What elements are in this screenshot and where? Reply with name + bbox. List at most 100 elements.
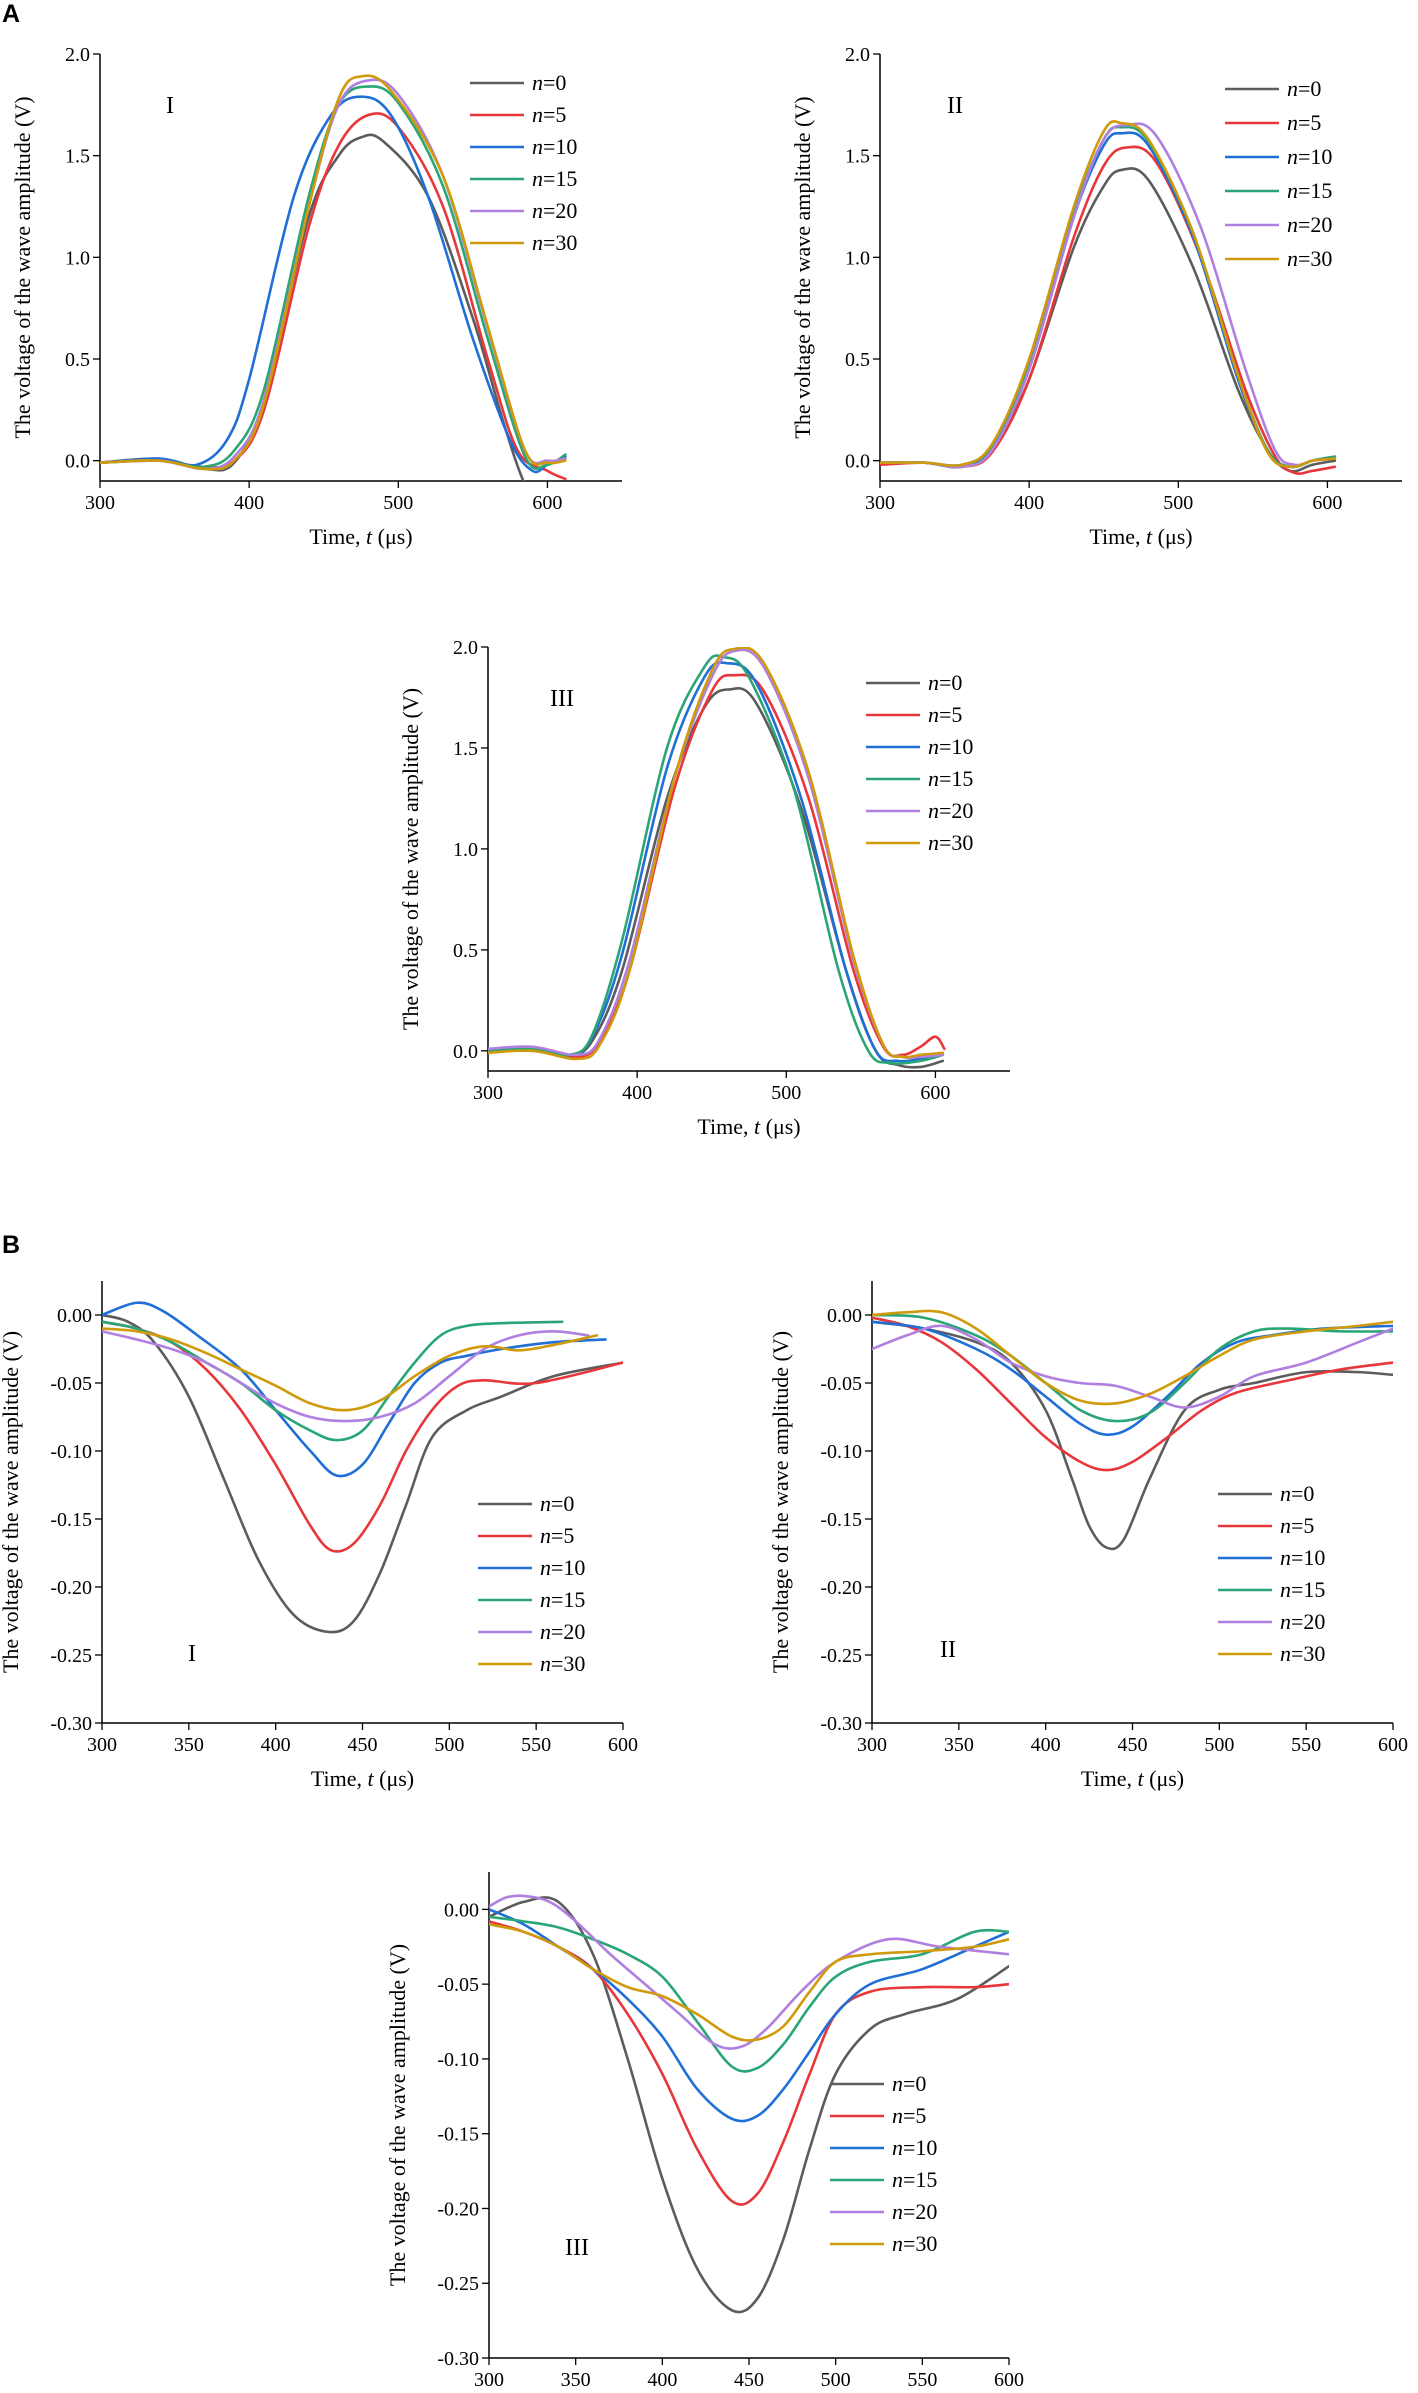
y-axis-title: The voltage of the wave amplitude (V) <box>398 688 423 1030</box>
legend-label: n=5 <box>1280 1513 1314 1538</box>
y-axis-title: The voltage of the wave amplitude (V) <box>10 96 35 438</box>
series-line-n0 <box>488 687 945 1069</box>
legend-label: n=5 <box>892 2103 926 2128</box>
legend-label: n=30 <box>928 830 973 855</box>
series-line-n20 <box>489 1894 1009 2050</box>
x-tick-label: 350 <box>944 1734 974 1756</box>
y-tick-label: -0.20 <box>50 1577 92 1599</box>
y-tick-label: -0.25 <box>437 2273 479 2295</box>
legend-label: n=5 <box>1287 110 1321 135</box>
x-tick-label: 400 <box>234 492 264 514</box>
legend-label: n=30 <box>540 1651 585 1676</box>
series-line-n20 <box>102 1330 590 1423</box>
x-tick-label: 500 <box>434 1734 464 1756</box>
legend-label: n=0 <box>928 670 962 695</box>
legend-label: n=15 <box>540 1587 585 1612</box>
series-line-n10 <box>489 1908 1009 2123</box>
series-line-n10 <box>488 661 945 1063</box>
y-tick-label: -0.30 <box>437 2348 479 2370</box>
series-line-n15 <box>489 1915 1009 2073</box>
x-tick-label: 600 <box>1378 1734 1408 1756</box>
series-line-n30 <box>100 74 567 471</box>
legend: n=0 n=5 n=10 n=15 n=20 n=30 <box>830 2071 937 2256</box>
y-tick-label: 1.5 <box>453 738 478 760</box>
x-tick-label: 600 <box>532 492 562 514</box>
y-tick-label: 0.0 <box>65 451 90 473</box>
y-tick-label: 1.5 <box>845 146 870 168</box>
legend-label: n=20 <box>892 2199 937 2224</box>
series-line-n20 <box>100 78 567 471</box>
region-label: I <box>166 93 174 119</box>
legend-label: n=15 <box>532 166 577 191</box>
y-tick-label: -0.05 <box>50 1373 92 1395</box>
series-group <box>100 74 567 481</box>
x-axis-title: Time, t (μs) <box>1089 524 1192 549</box>
x-axis-title: Time, t (μs) <box>1081 1766 1184 1791</box>
series-line-n10 <box>100 95 567 474</box>
legend-label: n=10 <box>892 2135 937 2160</box>
y-tick-label: -0.05 <box>820 1373 862 1395</box>
x-axis-title: Time, t (μs) <box>311 1766 414 1791</box>
y-tick-label: 1.0 <box>65 247 90 269</box>
y-tick-label: 0.5 <box>453 940 478 962</box>
series-line-n20 <box>872 1324 1393 1409</box>
x-tick-label: 300 <box>85 492 115 514</box>
series-line-n15 <box>488 654 945 1065</box>
legend-label: n=30 <box>1280 1641 1325 1666</box>
y-tick-label: -0.05 <box>437 1974 479 1996</box>
legend-label: n=15 <box>1287 178 1332 203</box>
y-tick-label: 1.0 <box>845 247 870 269</box>
x-tick-label: 400 <box>1031 1734 1061 1756</box>
y-tick-label: -0.10 <box>437 2049 479 2071</box>
region-label: II <box>947 93 963 119</box>
chart-a-iii: 300 400 500 600 Time, t (μs) 0.0 0.5 1.0 1.5 2.0 T… <box>398 637 1010 1139</box>
y-tick-label: 2.0 <box>65 44 90 66</box>
series-line-n5 <box>488 673 946 1059</box>
x-tick-label: 600 <box>608 1734 638 1756</box>
series-group <box>872 1309 1393 1551</box>
x-tick-label: 300 <box>474 2369 504 2391</box>
x-tick-label: 500 <box>1204 1734 1234 1756</box>
series-line-n20 <box>880 122 1337 469</box>
series-line-n15 <box>102 1320 564 1442</box>
series-line-n0 <box>872 1320 1393 1551</box>
chart-b-ii: 300 350 400 450 500 550 600 Time, t (μs) -0.30 -0… <box>768 1281 1408 1791</box>
series-line-n30 <box>880 120 1337 469</box>
y-tick-label: 0.00 <box>827 1305 862 1327</box>
y-tick-label: 0.0 <box>453 1041 478 1063</box>
x-tick-label: 400 <box>622 1082 652 1104</box>
series-group <box>880 120 1337 475</box>
legend-label: n=20 <box>1287 212 1332 237</box>
x-tick-label: 350 <box>174 1734 204 1756</box>
x-tick-label: 450 <box>734 2369 764 2391</box>
y-axis-title: The voltage of the wave amplitude (V) <box>768 1331 793 1673</box>
series-line-n5 <box>880 145 1337 475</box>
y-tick-label: -0.15 <box>820 1509 862 1531</box>
legend: n=0 n=5 n=10 n=15 n=20 n=30 <box>1218 1481 1325 1666</box>
x-tick-label: 550 <box>907 2369 937 2391</box>
legend: n=0 n=5 n=10 n=15 n=20 n=30 <box>1225 76 1332 271</box>
legend-label: n=15 <box>892 2167 937 2192</box>
series-line-n5 <box>102 1320 623 1553</box>
series-group <box>102 1301 623 1634</box>
x-tick-label: 500 <box>771 1082 801 1104</box>
y-tick-label: 0.5 <box>845 349 870 371</box>
series-line-n10 <box>102 1301 607 1478</box>
series-line-n10 <box>880 131 1337 469</box>
legend-label: n=0 <box>532 70 566 95</box>
legend-label: n=10 <box>532 134 577 159</box>
panel-b-label: B <box>2 1231 21 1259</box>
legend: n=0 n=5 n=10 n=15 n=20 n=30 <box>866 670 973 855</box>
x-tick-label: 500 <box>383 492 413 514</box>
region-label: III <box>565 2235 589 2261</box>
series-line-n5 <box>872 1316 1393 1472</box>
legend: n=0 n=5 n=10 n=15 n=20 n=30 <box>470 70 577 255</box>
legend-label: n=10 <box>1280 1545 1325 1570</box>
legend-label: n=30 <box>892 2231 937 2256</box>
series-line-n0 <box>100 133 525 481</box>
series-line-n30 <box>488 647 945 1061</box>
chart-a-i: 300 400 500 600 Time, t (μs) 0.0 0.5 1.0 1.5 2.0 T… <box>10 44 622 549</box>
legend-label: n=20 <box>1280 1609 1325 1634</box>
legend-label: n=5 <box>540 1523 574 1548</box>
legend-label: n=20 <box>540 1619 585 1644</box>
